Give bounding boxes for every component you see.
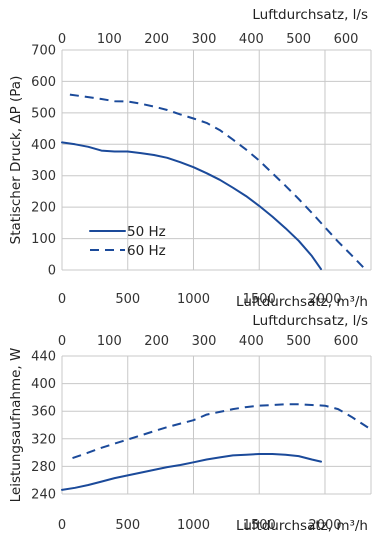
chart1-y-tick-label: 400: [31, 138, 56, 153]
chart2-y-tick-label: 280: [31, 460, 56, 475]
chart1-series-solid-line: [61, 141, 322, 271]
chart1-y-tick-label: 0: [48, 264, 56, 279]
chart2-y-tick-label: 320: [31, 432, 56, 447]
chart1-x2-tick-label: 600: [334, 32, 359, 47]
chart2-series-dashed-line: [72, 403, 369, 460]
chart2-x2-tick-label: 100: [97, 334, 122, 349]
chart1-x-tick-label: 0: [58, 292, 66, 307]
chart1-y-axis-title: Statischer Druck, ΔP (Pa): [8, 76, 24, 245]
chart2-x2-tick-label: 0: [58, 334, 66, 349]
chart2-y-axis-title: Leistungsaufnahme, W: [8, 348, 24, 503]
chart2-x2-tick-label: 300: [192, 334, 217, 349]
chart2-y-tick-label: 400: [31, 377, 56, 392]
chart1-x2-tick-label: 0: [58, 32, 66, 47]
chart1-y-tick-label: 600: [31, 75, 56, 90]
chart1-x-tick-label: 1000: [177, 292, 210, 307]
chart1-y-tick-label: 700: [31, 44, 56, 59]
chart1-x2-tick-label: 200: [144, 32, 169, 47]
chart2-y-tick-label: 240: [31, 488, 56, 503]
legend-label-1: 50 Hz: [127, 224, 166, 240]
chart1-x2-tick-label: 300: [192, 32, 217, 47]
chart1-x2-tick-label: 100: [97, 32, 122, 47]
chart1-y-tick-label: 500: [31, 106, 56, 121]
chart1-x-tick-label: 2000: [308, 292, 341, 307]
chart1-x-tick-label: 500: [115, 292, 140, 307]
chart2-x2-axis-title: Luftdurchsatz, l/s: [252, 313, 368, 329]
legend-label-2: 60 Hz: [127, 243, 166, 259]
chart2-x-tick-label: 1500: [243, 518, 276, 533]
chart1-x2-tick-label: 500: [286, 32, 311, 47]
chart2-x-tick-label: 2000: [308, 518, 341, 533]
chart1-x-axis-title: Luftdurchsatz, m³/h: [236, 294, 368, 310]
chart2-x-axis-title: Luftdurchsatz, m³/h: [236, 518, 368, 534]
chart2-series-solid-line: [61, 453, 322, 491]
chart1-y-tick-label: 100: [31, 232, 56, 247]
chart1-x2-tick-label: 400: [239, 32, 264, 47]
chart2-x-tick-label: 500: [115, 518, 140, 533]
chart1-y-tick-label: 200: [31, 201, 56, 216]
chart2-x2-tick-label: 400: [239, 334, 264, 349]
chart2-y-tick-label: 440: [31, 350, 56, 365]
chart2-y-tick-label: 360: [31, 405, 56, 420]
chart1-x2-axis-title: Luftdurchsatz, l/s: [252, 7, 368, 23]
chart1-x-tick-label: 1500: [243, 292, 276, 307]
chart2-x-tick-label: 0: [58, 518, 66, 533]
chart1-series-dashed-line: [69, 93, 366, 270]
chart1-y-tick-label: 300: [31, 169, 56, 184]
chart2-x2-tick-label: 500: [286, 334, 311, 349]
chart2-x2-tick-label: 600: [334, 334, 359, 349]
chart2-x-tick-label: 1000: [177, 518, 210, 533]
chart2-x2-tick-label: 200: [144, 334, 169, 349]
